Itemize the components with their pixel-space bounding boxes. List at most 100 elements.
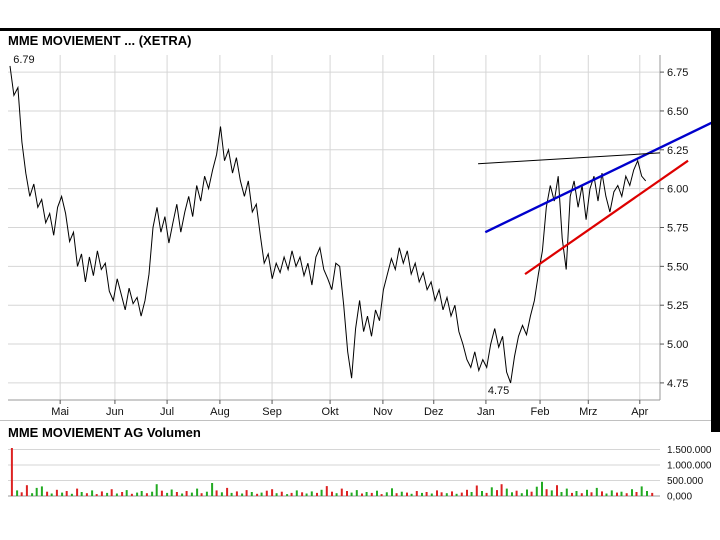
volume-bar (410, 493, 413, 496)
volume-bar (355, 490, 358, 496)
volume-bar (155, 484, 158, 496)
volume-bar (335, 493, 338, 496)
volume-chart-canvas[interactable]: 1.500.000 1.000.000 500.000 0,000 (0, 443, 720, 505)
volume-bar (125, 490, 128, 496)
price-y-tick-label: 6.50 (667, 106, 688, 118)
volume-bar (610, 490, 613, 496)
blue-trendline (484, 117, 720, 234)
volume-bar (620, 491, 623, 496)
volume-bar (110, 489, 113, 496)
volume-bar (271, 489, 274, 496)
volume-chart-title: MME MOVIEMENT AG Volumen (8, 425, 201, 440)
price-x-tick-label: Jan (477, 406, 495, 418)
volume-bar (265, 490, 268, 496)
volume-bar (436, 490, 438, 496)
price-annotation: 6.79 (13, 54, 34, 66)
volume-bar (31, 493, 34, 496)
price-line (9, 65, 647, 384)
volume-bar (245, 490, 248, 496)
window-top-border (0, 28, 720, 31)
volume-bar (211, 483, 214, 496)
volume-bar (520, 493, 523, 496)
volume-bar (550, 490, 553, 496)
volume-bar (20, 492, 23, 496)
volume-bar (496, 490, 498, 496)
volume-bar (275, 493, 278, 496)
volume-bar (80, 492, 83, 496)
price-chart-canvas[interactable]: 6.75 6.50 6.25 6.00 5.75 5.50 5.25 5.00 4.75 Mai J… (0, 50, 720, 422)
price-y-tick-label: 6.75 (667, 67, 688, 79)
price-gridlines (8, 55, 660, 400)
volume-bar (260, 492, 263, 496)
volume-bar (310, 491, 313, 496)
volume-bar (121, 492, 124, 496)
volume-bar (466, 489, 468, 496)
volume-bar (220, 492, 223, 496)
volume-bar (651, 492, 654, 496)
volume-bar (40, 486, 43, 496)
volume-bar (136, 492, 139, 496)
volume-bar (451, 491, 453, 496)
price-x-tick-label: Okt (322, 406, 339, 418)
volume-bar (10, 448, 13, 496)
price-y-tick-label: 5.75 (667, 223, 688, 235)
volume-bar (460, 492, 463, 496)
volume-bar (145, 493, 148, 496)
volume-bar (61, 492, 64, 496)
volume-bar (160, 490, 163, 496)
price-y-tick-label: 6.00 (667, 184, 688, 196)
price-x-tick-label: Mai (51, 406, 69, 418)
volume-bar (340, 488, 343, 496)
volume-bar (286, 494, 289, 496)
volume-bar (115, 493, 118, 496)
volume-bar (235, 491, 238, 496)
volume-bar (241, 493, 244, 496)
black-resistance-line (478, 152, 661, 165)
volume-bar (170, 489, 173, 496)
volume-bar (205, 491, 208, 496)
volume-y-tick-label: 0,000 (667, 492, 692, 503)
volume-bar (350, 492, 353, 496)
volume-bar (130, 493, 133, 496)
volume-bar (490, 487, 493, 496)
price-y-tick-label: 6.25 (667, 145, 688, 157)
volume-bar (526, 489, 528, 496)
volume-bar (316, 492, 318, 496)
volume-bar (46, 491, 49, 496)
price-x-tick-label: Jul (160, 406, 174, 418)
price-x-tick-label: Feb (531, 406, 550, 418)
volume-bar (590, 492, 593, 496)
volume-bar (515, 490, 518, 496)
volume-bar (100, 491, 103, 496)
volume-bar (415, 491, 418, 496)
volume-bar (571, 492, 573, 496)
volume-bar (190, 492, 193, 496)
volume-bar (280, 491, 283, 496)
volume-bar (595, 487, 598, 496)
volume-bar (25, 485, 28, 496)
volume-bar (406, 492, 408, 496)
volume-bar (331, 491, 333, 496)
volume-bar (545, 489, 548, 496)
price-y-tick-label: 5.00 (667, 339, 688, 351)
volume-bar (70, 493, 73, 496)
volume-bar (601, 491, 603, 496)
volume-bar (181, 493, 184, 496)
volume-bar (646, 491, 648, 496)
section-divider (0, 420, 711, 421)
price-annotation: 4.75 (488, 385, 509, 397)
volume-bar (230, 492, 233, 496)
volume-bar (226, 487, 229, 496)
volume-bar (76, 488, 79, 496)
volume-bar (106, 492, 109, 496)
volume-bar (16, 490, 19, 496)
volume-bar (200, 493, 203, 496)
volume-bar (35, 487, 38, 496)
volume-bar (140, 491, 143, 496)
volume-bar (575, 491, 578, 496)
volume-bar (616, 492, 618, 496)
volume-bar (560, 492, 563, 496)
price-chart-title: MME MOVIEMENT ... (XETRA) (8, 33, 192, 48)
volume-bar (425, 492, 428, 496)
